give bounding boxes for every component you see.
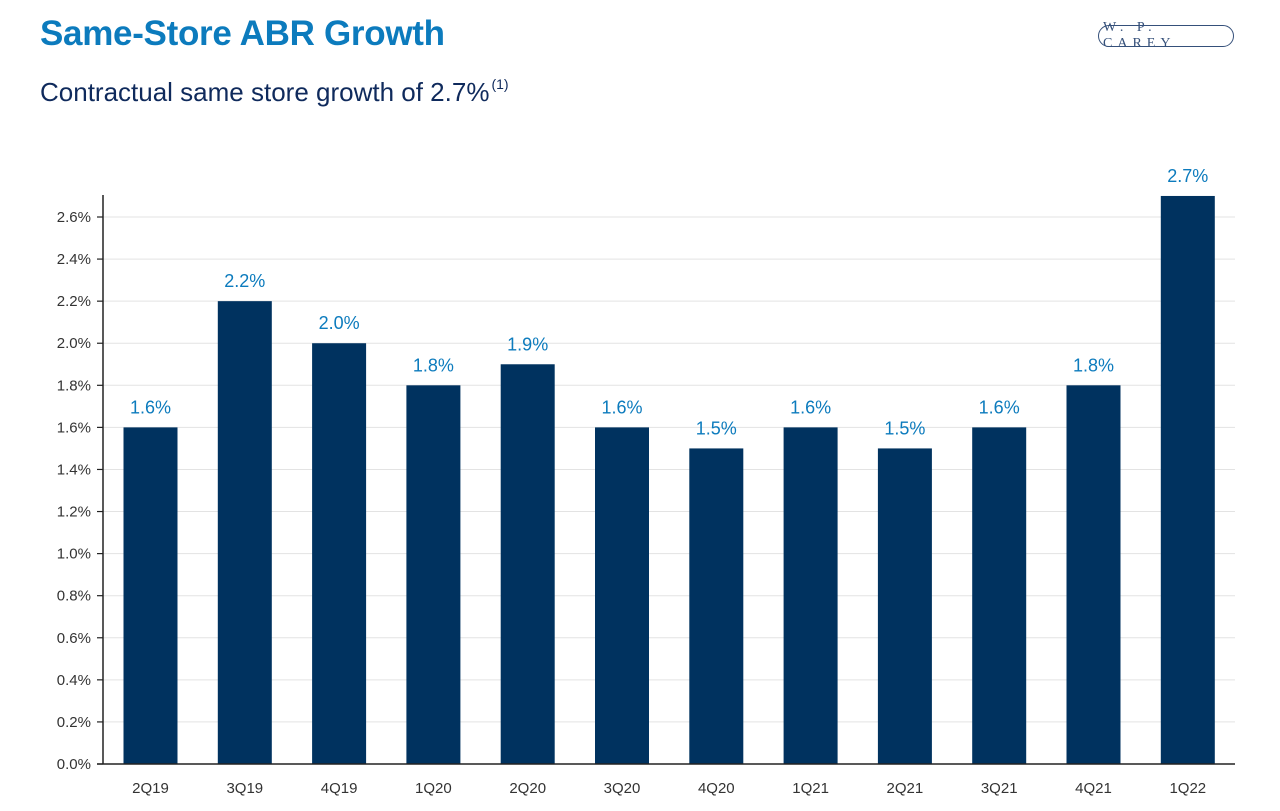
x-tick-label: 4Q21 — [1075, 780, 1112, 797]
gridlines — [103, 216, 1235, 723]
y-tick-label: 1.8% — [57, 377, 91, 394]
y-tick-label: 0.8% — [57, 588, 91, 605]
bar — [689, 448, 744, 764]
x-tick-label: 4Q19 — [321, 780, 358, 797]
x-tick-label: 1Q21 — [792, 780, 829, 797]
data-label: 1.6% — [130, 397, 171, 417]
page-title: Same-Store ABR Growth — [40, 14, 445, 53]
y-tick-label: 1.6% — [57, 419, 91, 436]
y-tick-label: 0.4% — [57, 672, 91, 689]
x-tick-label: 4Q20 — [698, 780, 735, 797]
bars — [123, 195, 1215, 764]
y-tick-label: 2.4% — [57, 251, 91, 268]
data-label: 2.2% — [224, 271, 265, 291]
bar — [500, 364, 555, 764]
bar — [877, 448, 932, 764]
y-tick-label: 1.0% — [57, 546, 91, 563]
axes — [97, 195, 1235, 765]
data-label: 1.5% — [884, 418, 925, 438]
data-label: 1.5% — [696, 418, 737, 438]
x-tick-label: 3Q20 — [604, 780, 641, 797]
x-tick-label: 3Q19 — [226, 780, 263, 797]
data-label: 1.6% — [790, 397, 831, 417]
logo-text: W. P. CAREY — [1103, 20, 1176, 51]
data-label: 1.8% — [1073, 355, 1114, 375]
data-label: 2.0% — [319, 313, 360, 333]
x-tick-label: 1Q20 — [415, 780, 452, 797]
bar — [783, 427, 838, 764]
x-tick-label: 2Q21 — [887, 780, 924, 797]
bar — [1066, 385, 1121, 764]
data-label: 1.6% — [601, 397, 642, 417]
page-subtitle: Contractual same store growth of 2.7% (1) — [40, 76, 509, 108]
bar — [1160, 195, 1215, 764]
bar — [972, 427, 1027, 764]
x-tick-label: 3Q21 — [981, 780, 1018, 797]
x-tick-label: 1Q22 — [1169, 780, 1206, 797]
bar — [312, 343, 367, 764]
y-tick-label: 0.6% — [57, 630, 91, 647]
y-tick-label: 0.0% — [57, 756, 91, 773]
company-logo: W. P. CAREY — [1098, 20, 1234, 51]
data-label: 1.9% — [507, 334, 548, 354]
y-tick-label: 0.2% — [57, 714, 91, 731]
labels: 0.0% 0.2% 0.4% 0.6% 0.8% 1.0% 1.2% 1.4% 1.6% 1.8%… — [57, 166, 1209, 797]
footnote-marker: (1) — [491, 76, 509, 92]
bar — [217, 301, 272, 764]
subtitle-text: Contractual same store growth of 2.7% — [40, 77, 490, 107]
y-tick-label: 1.2% — [57, 504, 91, 521]
x-tick-label: 2Q19 — [132, 780, 169, 797]
bar — [406, 385, 461, 764]
y-tick-label: 2.0% — [57, 335, 91, 352]
y-tick-label: 2.6% — [57, 209, 91, 226]
data-label: 1.6% — [979, 397, 1020, 417]
y-tick-label: 1.4% — [57, 461, 91, 478]
bar — [123, 427, 178, 764]
x-tick-label: 2Q20 — [509, 780, 546, 797]
data-label: 1.8% — [413, 355, 454, 375]
data-label: 2.7% — [1167, 166, 1208, 186]
bar — [595, 427, 649, 764]
y-tick-label: 2.2% — [57, 293, 91, 310]
